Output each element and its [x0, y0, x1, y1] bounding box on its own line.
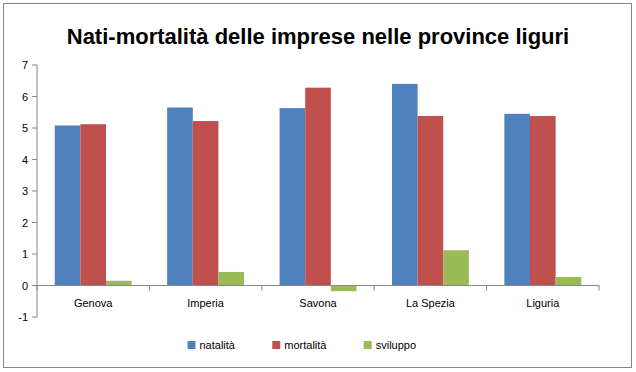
y-tick-label: 4: [22, 154, 28, 166]
y-tick: [32, 65, 37, 66]
y-tick-label: 6: [22, 91, 28, 103]
x-axis: [37, 285, 599, 286]
y-tick-label: 0: [22, 280, 28, 292]
bar: [193, 121, 219, 285]
legend-label: sviluppo: [376, 339, 416, 351]
y-tick-label: 3: [22, 185, 28, 197]
legend-swatch: [188, 341, 196, 349]
x-tick: [37, 286, 38, 291]
legend-swatch: [364, 341, 372, 349]
bar: [218, 272, 244, 286]
y-tick: [32, 191, 37, 192]
x-tick-label: Liguria: [526, 297, 560, 309]
y-tick: [32, 96, 37, 97]
bar: [80, 124, 106, 285]
y-tick-label: 1: [22, 248, 28, 260]
title: Nati-mortalità delle imprese nelle provi…: [67, 24, 569, 49]
bar: [418, 116, 444, 285]
bar: [556, 277, 582, 286]
bar: [504, 114, 530, 286]
x-tick: [599, 286, 600, 291]
y-tick: [32, 254, 37, 255]
y-tick: [32, 285, 37, 286]
x-tick: [149, 286, 150, 291]
x-tick-label: Imperia: [187, 297, 225, 309]
legend: natalità mortalità sviluppo: [188, 339, 417, 351]
y-tick-label: 2: [22, 217, 28, 229]
bar: [305, 88, 331, 286]
bar: [167, 108, 193, 286]
chart: Nati-mortalità delle imprese nelle provi…: [0, 0, 636, 372]
legend-label: natalità: [200, 339, 236, 351]
x-tick-label: Savona: [299, 297, 337, 309]
y-tick: [32, 128, 37, 129]
legend-swatch: [272, 341, 280, 349]
bar: [106, 281, 132, 286]
chart-frame: [4, 4, 632, 368]
x-tick: [261, 286, 262, 291]
bar: [331, 286, 357, 292]
y-tick: [32, 159, 37, 160]
bar: [55, 125, 81, 285]
bars: [55, 84, 581, 291]
legend-label: mortalità: [284, 339, 327, 351]
x-tick-label: La Spezia: [406, 297, 456, 309]
bar: [443, 250, 469, 285]
y-tick: [32, 222, 37, 223]
bar: [392, 84, 418, 286]
bar: [530, 116, 556, 285]
bar: [280, 108, 306, 285]
y-tick: [32, 317, 37, 318]
x-tick: [374, 286, 375, 291]
x-tick: [486, 286, 487, 291]
y-tick-label: 7: [22, 59, 28, 71]
x-tick-label: Genova: [74, 297, 113, 309]
y-tick-label: 5: [22, 122, 28, 134]
y-tick-label: -1: [18, 311, 28, 323]
